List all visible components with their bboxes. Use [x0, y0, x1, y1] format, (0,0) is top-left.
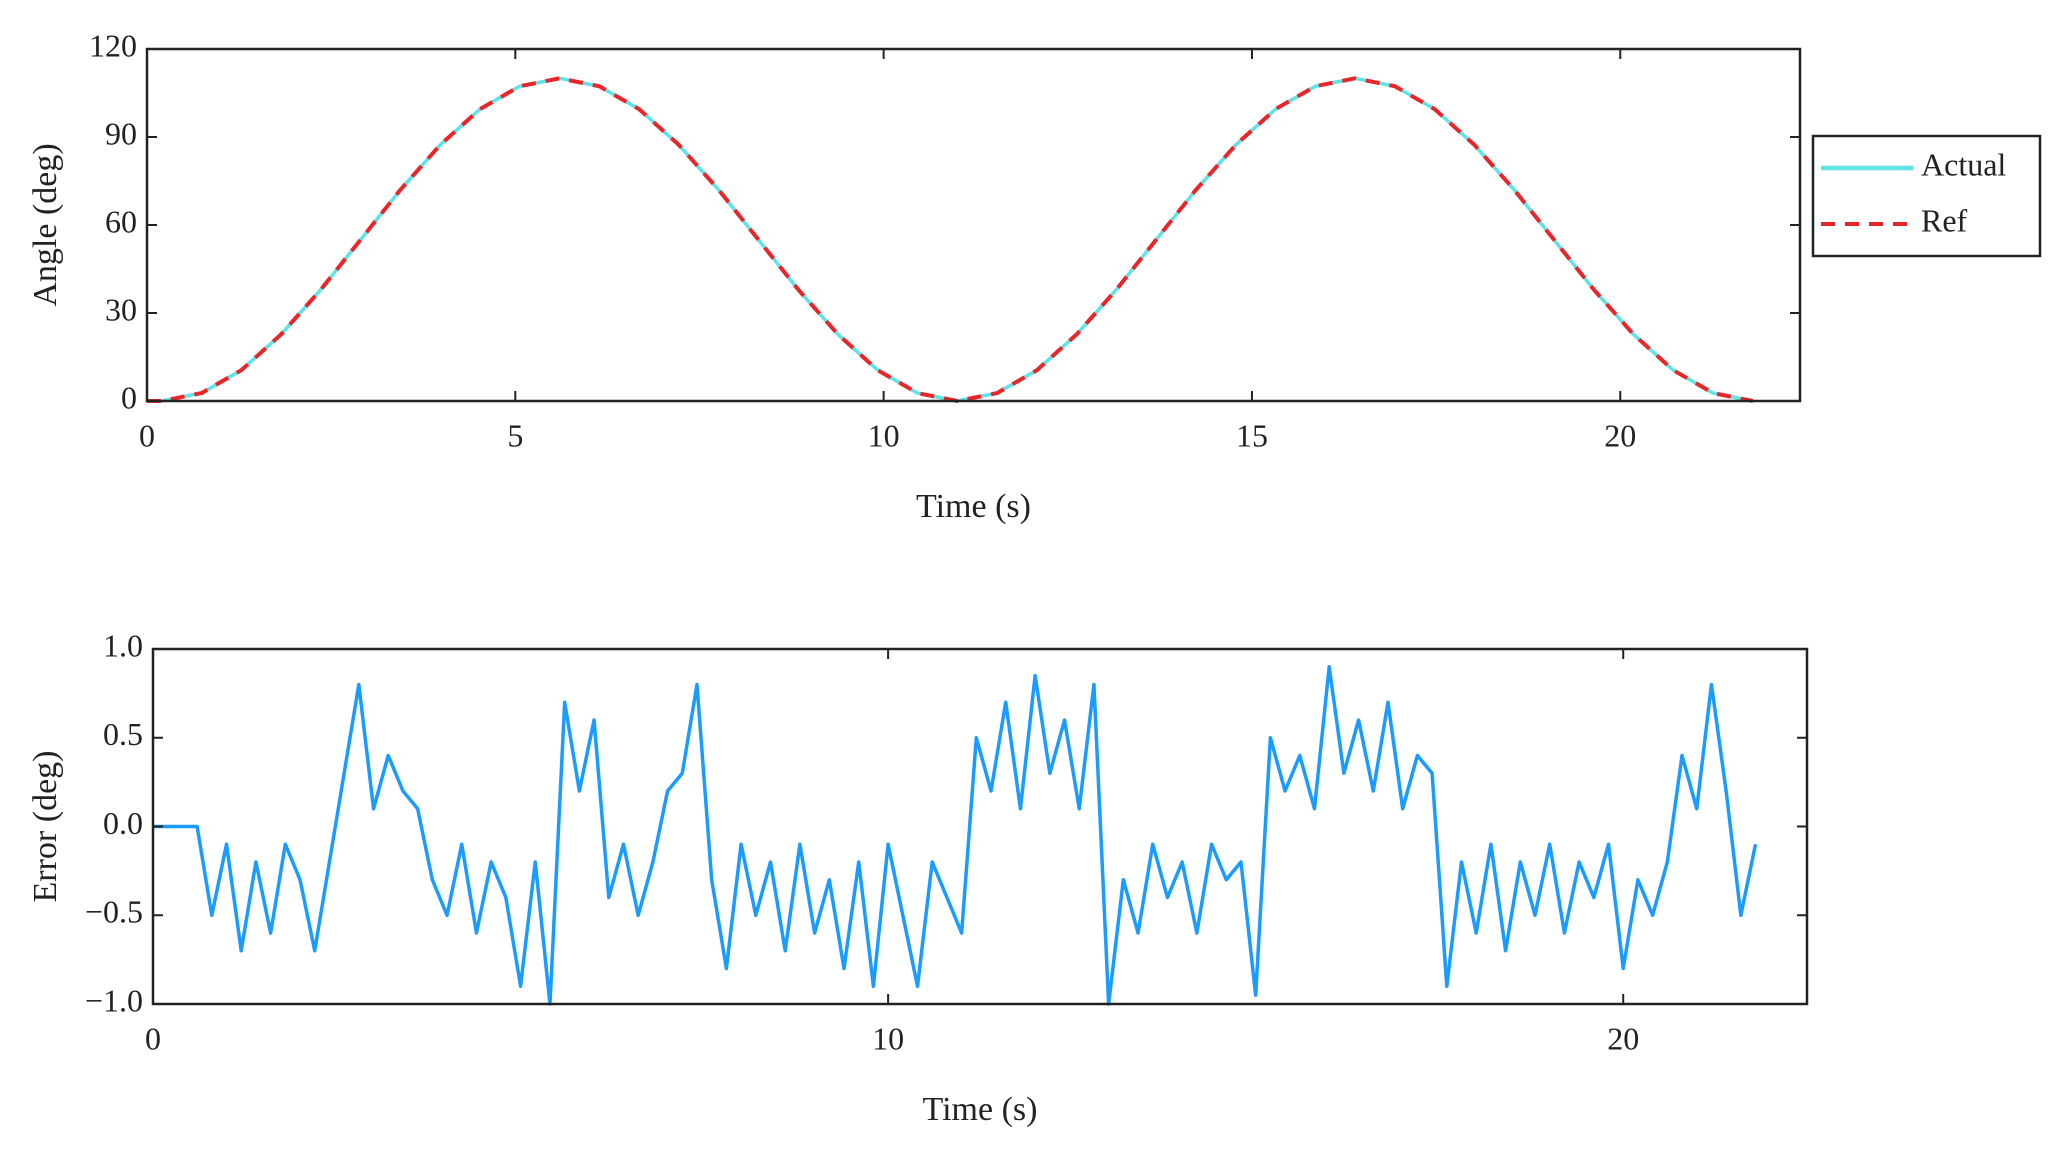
- y-tick-label: 0: [121, 379, 137, 415]
- legend: Actual Ref: [1811, 134, 2042, 258]
- x-axis-label: Time (s): [923, 1091, 1038, 1128]
- data-line: [161, 76, 1754, 403]
- y-tick-label: −0.5: [85, 894, 143, 930]
- plot-frame: [145, 47, 1802, 403]
- data-line: [147, 76, 1754, 403]
- y-axis-label: Angle (deg): [27, 143, 64, 306]
- y-tick-label: 60: [105, 203, 137, 239]
- y-tick-label: 0.0: [103, 805, 143, 841]
- y-tick-label: 120: [89, 27, 137, 63]
- y-tick-label: 1.0: [103, 627, 143, 663]
- legend-label: Actual: [1921, 146, 2006, 182]
- data-line: [153, 665, 1758, 1006]
- plot-frame: [151, 647, 1809, 1006]
- x-tick-label: 10: [872, 1020, 904, 1056]
- y-tick-label: −1.0: [85, 982, 143, 1018]
- y-axis-label: Error (deg): [27, 751, 64, 903]
- x-tick-label: 0: [145, 1020, 161, 1056]
- x-tick-label: 15: [1236, 417, 1268, 453]
- x-tick-label: 10: [868, 417, 900, 453]
- subplot: 0 5 10 15 20 0 30 60 90 120 Time (s) Angle (deg): [27, 27, 1802, 525]
- subplot: 0 10 20 −1.0 −0.5 0.0 0.5 1.0 Time (s) Error (deg…: [27, 627, 1809, 1128]
- x-tick-label: 20: [1604, 417, 1636, 453]
- x-tick-label: 0: [139, 417, 155, 453]
- legend-box: [1811, 134, 2042, 258]
- x-tick-label: 20: [1607, 1020, 1639, 1056]
- x-axis-label: Time (s): [916, 488, 1031, 525]
- y-tick-label: 0.5: [103, 716, 143, 752]
- y-tick-label: 30: [105, 291, 137, 327]
- x-tick-label: 5: [507, 417, 523, 453]
- y-tick-label: 90: [105, 115, 137, 151]
- legend-label: Ref: [1921, 202, 1968, 238]
